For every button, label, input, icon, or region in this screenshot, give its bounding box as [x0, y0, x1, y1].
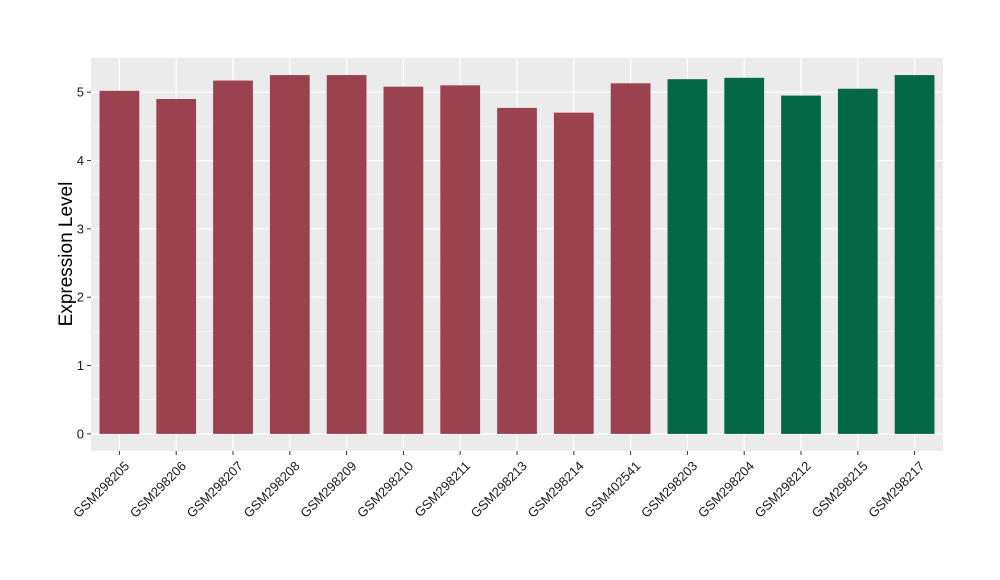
- x-tick-label: GSM298207: [184, 458, 246, 520]
- x-tick-label: GSM298206: [127, 458, 189, 520]
- x-tick-label: GSM298213: [468, 458, 530, 520]
- y-tick-label: 3: [77, 221, 84, 236]
- y-tick-label: 0: [77, 426, 84, 441]
- x-tick-label: GSM298210: [354, 458, 416, 520]
- bar-GSM298208: [269, 75, 310, 434]
- bar-GSM298209: [326, 75, 367, 434]
- x-tick-label: GSM298204: [695, 458, 757, 520]
- x-tick-label: GSM298217: [865, 458, 927, 520]
- x-tick-label: GSM402541: [581, 458, 643, 520]
- bar-GSM298203: [667, 79, 708, 434]
- bar-GSM298215: [837, 88, 878, 434]
- x-tick-label: GSM298212: [752, 458, 814, 520]
- bar-GSM402541: [610, 83, 651, 434]
- bar-GSM298212: [781, 95, 821, 434]
- y-tick-label: 4: [77, 153, 84, 168]
- x-tick-label: GSM298208: [240, 458, 302, 520]
- x-axis: GSM298205GSM298206GSM298207GSM298208GSM2…: [70, 451, 928, 521]
- x-tick-label: GSM298214: [524, 458, 586, 520]
- bar-GSM298206: [156, 99, 197, 434]
- y-axis: 0 1 2 3 4 5: [77, 85, 91, 441]
- bar-GSM298204: [724, 77, 765, 434]
- x-tick-label: GSM298203: [638, 458, 700, 520]
- x-tick-label: GSM298205: [70, 458, 132, 520]
- bar-GSM298211: [440, 85, 481, 434]
- bar-GSM298210: [383, 86, 424, 434]
- bar-GSM298213: [497, 107, 537, 434]
- y-tick-label: 5: [77, 85, 84, 100]
- bar-GSM298217: [894, 75, 935, 434]
- x-tick-label: GSM298215: [808, 458, 870, 520]
- y-tick-label: 1: [77, 358, 84, 373]
- bar-GSM298214: [553, 112, 594, 434]
- x-tick-label: GSM298209: [297, 458, 359, 520]
- x-tick-label: GSM298211: [412, 458, 474, 520]
- y-tick-label: 2: [77, 290, 84, 305]
- bars: [99, 75, 935, 434]
- bar-GSM298207: [213, 80, 253, 434]
- bar-GSM298205: [99, 90, 140, 434]
- y-axis-title: Expression Level: [56, 182, 77, 327]
